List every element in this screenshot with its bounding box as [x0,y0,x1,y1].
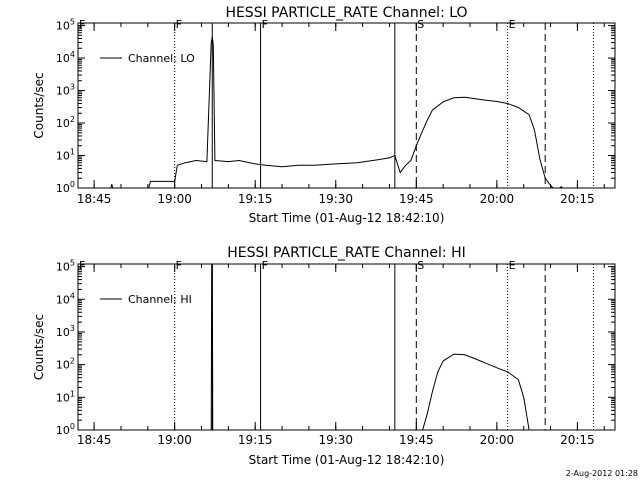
x-tick-label: 18:45 [77,192,112,206]
x-tick-label: 20:15 [560,433,595,447]
y-tick-label: 101 [56,148,75,163]
marker-label: F [176,18,182,31]
marker-label: F [262,259,268,272]
marker-label: F [176,259,182,272]
y-tick-label: 105 [56,18,75,33]
y-tick-label: 100 [56,180,75,195]
marker-lines [78,264,595,430]
x-tick-label: 20:00 [480,192,515,206]
x-tick-label: 20:00 [480,433,515,447]
y-tick-label: 102 [56,357,75,372]
y-tick-label: 104 [56,50,75,65]
y-axis-label: Counts/sec [32,314,46,380]
marker-label: S [417,259,424,272]
series-line [78,36,572,188]
marker-label: F [262,18,268,31]
marker-label: S [417,18,424,31]
y-tick-label: 103 [56,83,75,98]
x-tick-label: 19:15 [238,433,273,447]
y-tick-label: 104 [56,291,75,306]
legend-label: Channel: HI [128,293,192,306]
marker-label: F [79,18,85,31]
y-tick-label: 103 [56,324,75,339]
x-tick-label: 19:15 [238,192,273,206]
plot-frame [77,263,616,431]
x-tick-label: 19:30 [318,192,353,206]
x-tick-label: 18:45 [77,433,112,447]
x-tick-label: 19:00 [157,433,192,447]
y-tick-label: 105 [56,259,75,274]
chart-panel-lo: HESSI PARTICLE_RATE Channel: LOF F F S E1001… [32,5,616,225]
x-axis-label: Start Time (01-Aug-12 18:42:10) [249,453,445,467]
marker-lines [78,23,595,188]
series-group [210,264,530,430]
y-axis-label: Counts/sec [32,72,46,138]
footer-timestamp: 2-Aug-2012 01:28 [566,469,638,478]
y-tick-label: 100 [56,422,75,437]
marker-label: E [509,18,516,31]
y-tick-label: 102 [56,115,75,130]
chart-title: HESSI PARTICLE_RATE Channel: HI [227,245,465,261]
legend-label: Channel: LO [128,52,195,65]
series-group [78,36,572,188]
chart-panel-hi: HESSI PARTICLE_RATE Channel: HIF F F S E1001… [32,245,616,467]
plot-frame [77,22,616,189]
series-line [422,353,530,430]
x-axis-label: Start Time (01-Aug-12 18:42:10) [249,211,445,225]
x-tick-label: 19:45 [399,433,434,447]
x-tick-label: 19:45 [399,192,434,206]
marker-label: F [79,259,85,272]
x-tick-label: 20:15 [560,192,595,206]
chart-title: HESSI PARTICLE_RATE Channel: LO [225,5,467,21]
x-tick-label: 19:30 [318,433,353,447]
series-line [210,264,214,430]
marker-label: E [509,259,516,272]
x-tick-label: 19:00 [157,192,192,206]
y-tick-label: 101 [56,389,75,404]
